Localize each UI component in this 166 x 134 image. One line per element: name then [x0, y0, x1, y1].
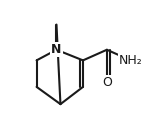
Text: O: O — [102, 76, 112, 89]
Text: N: N — [51, 43, 62, 56]
Text: NH₂: NH₂ — [119, 54, 143, 67]
